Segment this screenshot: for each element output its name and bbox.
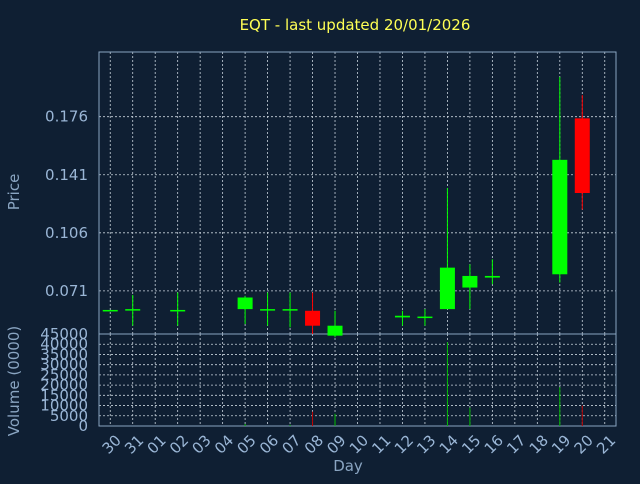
candle-body [439,267,455,310]
candle-body [574,118,590,193]
price-tick-label: 0.176 [45,108,88,126]
candle-body [237,297,253,310]
candle-body [484,275,500,278]
candle-body [552,159,568,275]
candle-body [125,309,141,311]
candle-body [394,315,410,318]
marks-layer [102,76,590,426]
volume-tick-label: 5000 [50,407,88,425]
volume-tick-label: 35000 [40,345,88,363]
candle-body [102,309,118,312]
tick-label-layer: 0.071 0.106 0.141 0.176 05000100001500020000… [40,108,619,458]
volume-panel-frame [98,333,617,427]
candle-body [260,309,276,311]
volume-axis-label: Volume (0000) [5,326,23,436]
volume-tick-label: 20000 [40,376,88,394]
grid-layer [98,51,617,427]
candle-body [305,310,321,326]
volume-tick-label: 0 [78,417,88,435]
volume-tick-label: 30000 [40,356,88,374]
candle-body [462,275,478,288]
candle-body [417,316,433,319]
volume-tick-label: 40000 [40,335,88,353]
candle-body [327,325,343,336]
price-axis-label: Price [5,174,23,211]
price-tick-label: 0.106 [45,224,88,242]
volume-tick-label: 25000 [40,366,88,384]
price-tick-label: 0.071 [45,282,88,300]
candle-body [282,309,298,311]
chart-title: EQT - last updated 20/01/2026 [240,16,471,34]
volume-tick-label: 15000 [40,386,88,404]
x-axis-label: Day [333,457,363,475]
volume-tick-label: 45000 [40,325,88,343]
price-tick-label: 0.141 [45,166,88,184]
volume-tick-label: 10000 [40,397,88,415]
candle-body [170,309,186,312]
x-tick-label: 21 [593,431,619,457]
